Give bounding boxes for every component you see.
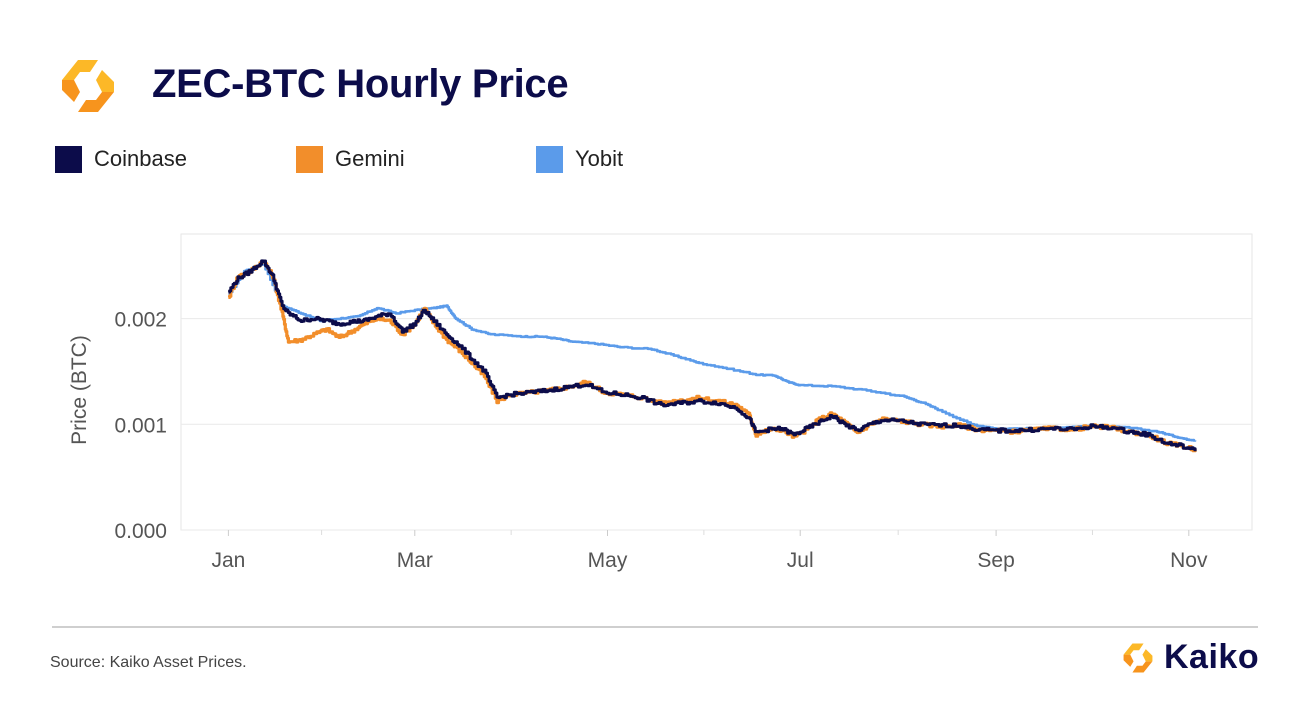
logo-segment bbox=[1142, 649, 1153, 662]
kaiko-logo-icon bbox=[62, 60, 114, 112]
logo-segment bbox=[62, 60, 98, 80]
chart-legend: Coinbase Gemini Yobit bbox=[55, 144, 755, 174]
logo-segment bbox=[1123, 643, 1144, 655]
legend-label-coinbase: Coinbase bbox=[94, 146, 187, 171]
logo-mark bbox=[62, 60, 114, 112]
legend-label-gemini: Gemini bbox=[335, 146, 405, 171]
y-tick-label: 0.001 bbox=[114, 414, 167, 437]
series-line-coinbase bbox=[228, 259, 1197, 452]
y-tick-label: 0.000 bbox=[114, 520, 167, 543]
x-tick-label: Sep bbox=[977, 549, 1014, 572]
x-tick-label: Jan bbox=[211, 549, 245, 572]
legend-item-coinbase[interactable]: Coinbase bbox=[55, 144, 187, 174]
legend-item-yobit[interactable]: Yobit bbox=[536, 144, 623, 174]
x-tick-label: Nov bbox=[1170, 549, 1208, 572]
legend-label-yobit: Yobit bbox=[575, 146, 624, 171]
series-line-gemini bbox=[228, 260, 1197, 453]
chart-gridlines bbox=[180, 233, 1253, 531]
logo-segment bbox=[1132, 661, 1153, 673]
logo-segment bbox=[62, 80, 80, 102]
y-axis-label: Price (BTC) bbox=[68, 335, 91, 445]
logo-segment bbox=[1123, 654, 1134, 667]
brand-lockup[interactable]: Kaiko bbox=[1118, 636, 1268, 680]
footer-divider bbox=[52, 626, 1258, 628]
plot-frame bbox=[180, 233, 1253, 531]
legend-swatch-coinbase bbox=[55, 145, 82, 173]
logo-mark-small bbox=[1123, 643, 1153, 673]
page-title: ZEC-BTC Hourly Price bbox=[152, 62, 569, 106]
chart-series bbox=[228, 259, 1197, 453]
x-tick-label: Mar bbox=[397, 549, 433, 572]
chart-axes: 0.000 0.001 0.002 Jan Mar May Jul Sep Nov Price (… bbox=[68, 309, 1208, 572]
legend-swatch-yobit bbox=[536, 145, 563, 173]
source-note: Source: Kaiko Asset Prices. bbox=[50, 654, 247, 671]
brand-name: Kaiko bbox=[1164, 638, 1260, 676]
kaiko-logo-icon bbox=[1123, 643, 1153, 673]
series-line-yobit bbox=[228, 262, 1197, 442]
x-tick-label: Jul bbox=[787, 549, 814, 572]
logo-segment bbox=[96, 70, 114, 92]
legend-swatch-gemini bbox=[296, 145, 323, 173]
x-tick-label: May bbox=[588, 549, 628, 572]
legend-item-gemini[interactable]: Gemini bbox=[296, 144, 405, 174]
logo-segment bbox=[78, 92, 114, 112]
y-tick-label: 0.002 bbox=[114, 309, 167, 332]
